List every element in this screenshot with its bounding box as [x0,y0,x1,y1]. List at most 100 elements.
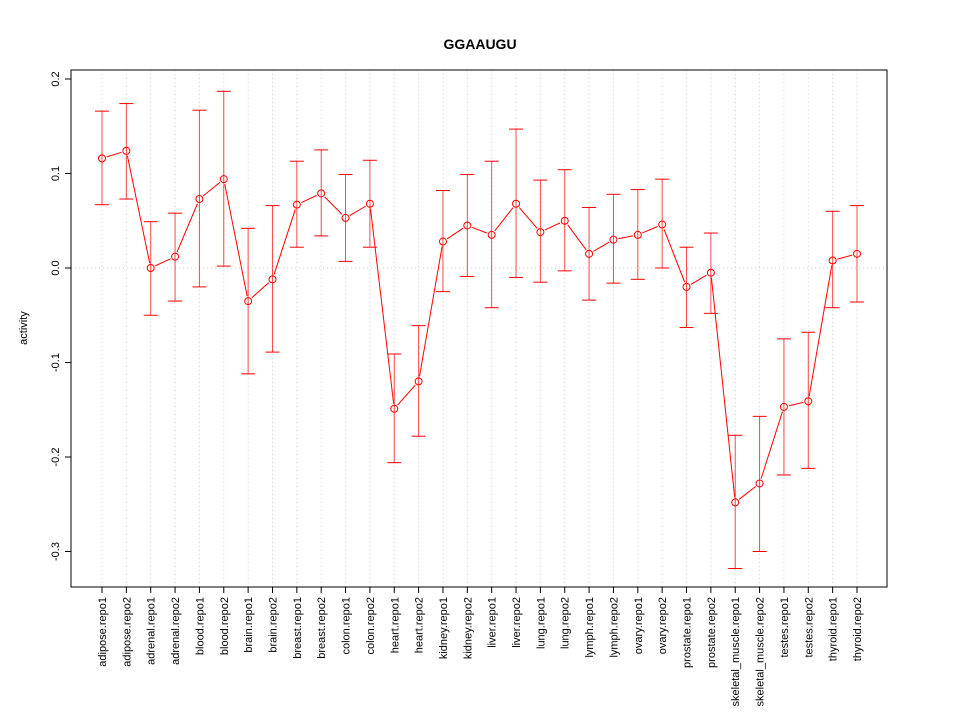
y-tick-label: -0.1 [50,353,62,372]
y-tick-label: -0.2 [50,448,62,467]
data-point [658,220,667,229]
axes: 0.2 0.1 0.0 -0.1 -0.2 -0.3 adipose.repo1 adipos… [50,71,864,706]
series-line-segment [788,401,804,407]
x-tick-label: liver.repo1 [487,597,499,648]
series-line-segment [494,207,514,232]
plot-frame [70,69,888,588]
x-tick-label: colon.repo1 [341,597,353,655]
series-line-segment [567,224,587,251]
chart-title: GGAAUGU [443,36,516,52]
y-tick-label: 0.2 [50,71,62,86]
x-tick-label: brain.repo2 [267,597,279,653]
data-point [560,216,569,225]
grid [71,70,887,587]
series-line-segment [760,411,783,479]
x-tick-label: prostate.repo1 [682,597,694,668]
data-point [804,397,813,406]
series-line-segment [518,207,538,229]
data-point [828,256,837,265]
data-point [195,195,204,204]
data-point [731,498,740,507]
y-tick-label: 0.1 [50,166,62,181]
x-tick-label: adrenal.repo2 [170,597,182,665]
x-tick-label: blood.repo2 [219,597,231,655]
x-tick-label: brain.repo1 [243,597,255,653]
series-line-segment [202,181,221,197]
x-tick-label: kidney.repo1 [438,597,450,659]
data-point [779,402,788,411]
data-point [292,200,301,209]
data-point [390,404,399,413]
x-tick-label: adipose.repo1 [97,597,109,667]
data-point [585,249,594,258]
y-tick-label: 0.0 [50,260,62,275]
x-tick-label: liver.repo2 [511,597,523,648]
marks [95,90,864,570]
x-tick-label: thyroid.repo2 [852,597,864,661]
y-axis-label: activity [18,311,30,345]
data-point [341,213,350,222]
x-tick-label: ovary.repo1 [633,597,645,654]
series-line-segment [642,226,658,234]
x-tick-label: ovary.repo2 [657,597,669,654]
series-line-segment [397,384,416,406]
series-line-segment [663,229,686,283]
data-point [268,275,277,284]
x-tick-label: thyroid.repo1 [828,597,840,661]
data-point [853,249,861,258]
data-point [122,146,131,155]
data-point [487,230,496,239]
series-line-segment [471,226,488,234]
x-tick-label: adipose.repo2 [121,597,133,667]
series-line-segment [324,196,343,215]
series-line-segment [738,486,756,500]
series-line-segment [808,265,833,397]
data-point [609,235,618,244]
data-point [463,221,472,230]
data-point [146,264,155,272]
series-line-segment [710,277,736,498]
data-point [171,252,180,261]
x-tick-label: skeletal_muscle.repo1 [730,597,742,706]
x-tick-label: testes.repo2 [803,597,815,658]
x-tick-label: breast.repo1 [292,597,304,659]
series-line-segment [126,155,151,264]
data-point [219,175,228,184]
series-line-segment [446,227,464,240]
series-line-segment [251,282,270,299]
x-tick-label: lung.repo2 [560,597,572,649]
series-line-segment [418,246,443,377]
x-tick-label: breast.repo2 [316,597,328,659]
series-line-segment [593,241,610,252]
x-tick-label: prostate.repo2 [706,597,718,668]
series-line-segment [301,195,317,204]
data-point [512,199,521,208]
series-line-segment [837,254,853,260]
series-line-segment [106,151,122,158]
x-tick-label: kidney.repo2 [462,597,474,659]
data-point [317,189,326,198]
series-line-segment [618,235,633,240]
x-tick-label: skeletal_muscle.repo2 [755,597,767,706]
data-point [536,228,545,237]
series-line-segment [155,258,171,267]
series-line-segment [349,205,366,216]
x-tick-label: heart.repo2 [414,597,426,653]
data-point [755,479,764,488]
x-tick-label: testes.repo1 [779,597,791,658]
x-tick-label: colon.repo2 [365,597,377,655]
y-tick-label: -0.3 [50,542,62,561]
data-point [414,377,423,386]
data-point [706,268,715,277]
series-line-segment [224,183,248,297]
series-line-segment [176,203,198,253]
data-point [98,154,106,163]
x-tick-label: lung.repo1 [535,597,547,649]
data-point [365,199,374,208]
series-line-segment [544,222,561,231]
series-line-segment [369,208,395,404]
x-tick-label: lymph.repo1 [584,597,596,658]
x-tick-label: heart.repo1 [389,597,401,653]
data-point [682,282,691,291]
